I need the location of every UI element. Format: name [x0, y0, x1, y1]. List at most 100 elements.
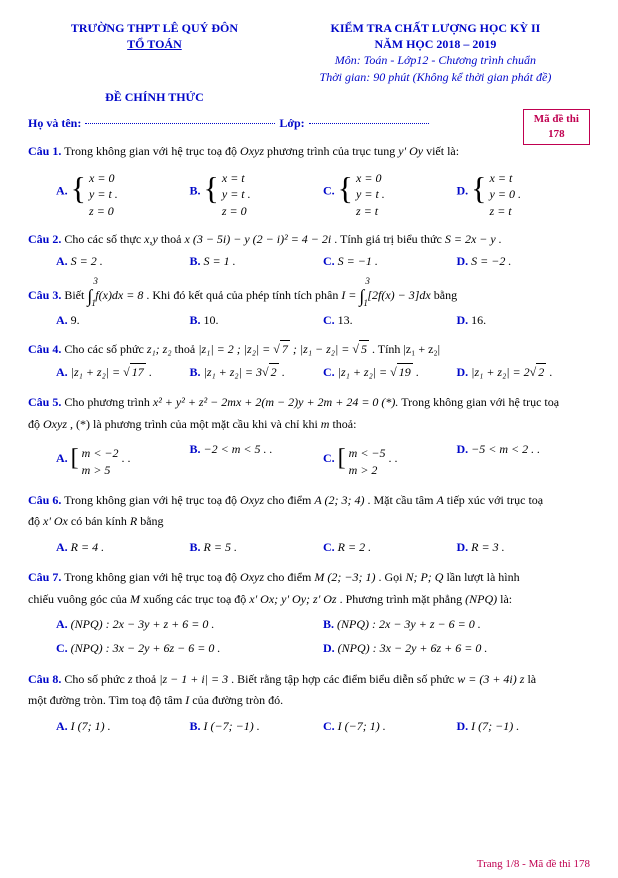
q4C-dot: .: [413, 365, 419, 379]
q8C: I (−7; 1) .: [338, 719, 386, 733]
q6-xox: x' Ox: [43, 514, 68, 528]
q5C1: m < −5: [349, 445, 386, 461]
q3-int2-lo: 1: [363, 297, 368, 309]
q7-M: M (2; −3; 1): [314, 570, 375, 584]
q1D1: x = t: [490, 170, 521, 186]
q1-text-c: viết là:: [426, 144, 459, 158]
q1C3: z = t: [356, 203, 385, 219]
q1-opt-d: D. { x = t y = 0 . z = t: [457, 165, 591, 219]
q1-options: A. { x = 0 y = t . z = 0 B. { x = t y = …: [28, 165, 590, 219]
exam-time: Thời gian: 90 phút (Không kể thời gian p…: [281, 69, 590, 85]
q4D-dot: .: [546, 365, 552, 379]
question-5: Câu 5. Cho phương trình x² + y² + z² − 2…: [28, 392, 590, 478]
brace-icon: { x = 0 y = t . z = 0: [71, 165, 118, 219]
header-left: TRƯỜNG THPT LÊ QUÝ ĐÔN TỔ TOÁN: [28, 20, 281, 85]
q4-options: A. |z₁ + z₂| = √17 . B. |z₁ + z₂| = 3√2 …: [28, 363, 590, 380]
q3-int1-hi: 3: [93, 275, 98, 287]
q7-line2c: . Phương trình mặt phẳng: [340, 592, 466, 606]
question-1: Câu 1. Trong không gian với hệ trục toạ …: [28, 143, 590, 219]
q6-line2b: có bán kính: [71, 514, 130, 528]
q2-S: S = 2x − y .: [445, 232, 502, 246]
q1D2: y = 0 .: [490, 186, 521, 202]
q1-text-b: phương trình của trục tung: [267, 144, 398, 158]
q6A: R = 4 .: [71, 540, 104, 554]
q1-oxyz: Oxyz: [240, 144, 264, 158]
q5C2: m > 2: [349, 462, 386, 478]
q1A2: y = t .: [89, 186, 118, 202]
q8A: I (7; 1) .: [71, 719, 111, 733]
class-field[interactable]: [309, 123, 429, 124]
q8-z: z: [128, 672, 133, 686]
opt-label: D.: [457, 184, 472, 198]
school-name: TRƯỜNG THPT LÊ QUÝ ĐÔN: [28, 20, 281, 36]
name-field[interactable]: [85, 123, 275, 124]
q1C1: x = 0: [356, 170, 385, 186]
q1A1: x = 0: [89, 170, 118, 186]
name-label: Họ và tên:: [28, 115, 81, 131]
q3A: 9.: [71, 313, 80, 327]
q4-e1: |z₁| = 2 ;: [198, 342, 241, 356]
page-footer: Trang 1/8 - Mã đề thi 178: [477, 857, 590, 872]
q4A-rad: 17: [130, 363, 146, 380]
q3-t1: Biết: [64, 288, 87, 302]
q5-options: A. [ m < −2 m > 5 . . B. −2 < m < 5 . . …: [28, 441, 590, 477]
q3C: 13.: [338, 313, 353, 327]
q8-line2b: của đường tròn đó.: [192, 693, 283, 707]
q4-e3-rad: 5: [359, 340, 369, 357]
q1C2: y = t .: [356, 186, 385, 202]
q2-xy: x,y: [144, 232, 158, 246]
q7-oxyz: Oxyz: [240, 570, 264, 584]
q6B: R = 5 .: [204, 540, 237, 554]
q2-mid: thoả: [161, 232, 185, 246]
q4-t3: . Tính |z₁ + z₂|: [372, 342, 440, 356]
q8-num: Câu 8.: [28, 672, 61, 686]
q6C: R = 2 .: [338, 540, 371, 554]
q7-t3: . Gọi: [378, 570, 405, 584]
q5-line2c: thoả:: [332, 417, 356, 431]
header: TRƯỜNG THPT LÊ QUÝ ĐÔN TỔ TOÁN KIỂM TRA …: [28, 20, 590, 85]
q5A1: m < −2: [82, 445, 119, 461]
exam-title: KIỂM TRA CHẤT LƯỢNG HỌC KỲ II: [281, 20, 590, 36]
q3-num: Câu 3.: [28, 288, 61, 302]
q5-m: m: [321, 417, 330, 431]
q8-t3: . Biết rằng tập hợp các điểm biểu diễn s…: [231, 672, 457, 686]
q8-line2: một đường tròn. Tìm toạ độ tâm: [28, 693, 185, 707]
opt-label: C.: [323, 184, 338, 198]
q7-options: A. (NPQ) : 2x − 3y + z + 6 = 0 . B. (NPQ…: [28, 616, 590, 656]
q7A: (NPQ) : 2x − 3y + z + 6 = 0 .: [71, 617, 215, 631]
q4-e2-pre: |z₂| =: [244, 342, 274, 356]
q7-t4: lần lượt là hình: [446, 570, 519, 584]
exam-code-box: Mã đề thi 178: [523, 109, 590, 145]
q8-I: I: [185, 693, 189, 707]
q3D: 16.: [471, 313, 486, 327]
q2A: S = 2 .: [71, 254, 103, 268]
q5-t1: Cho phương trình: [64, 395, 153, 409]
header-right: KIỂM TRA CHẤT LƯỢNG HỌC KỲ II NĂM HỌC 20…: [281, 20, 590, 85]
q3-I: I =: [341, 288, 359, 302]
q3B: 10.: [204, 313, 219, 327]
q7-line2a: chiếu vuông góc của: [28, 592, 130, 606]
q7D: (NPQ) : 3x − 2y + 6z + 6 = 0 .: [338, 641, 488, 655]
official-label: ĐỀ CHÍNH THỨC: [28, 89, 281, 105]
q2-expr: x (3 − 5i) − y (2 − i)² = 4 − 2i: [185, 232, 332, 246]
q8D: I (7; −1) .: [471, 719, 519, 733]
q4B-rad: 2: [269, 363, 279, 380]
q8-options: A. I (7; 1) . B. I (−7; −1) . C. I (−7; …: [28, 718, 590, 734]
dept-name: TỔ TOÁN: [28, 36, 281, 52]
q1-opt-c: C. { x = 0 y = t . z = t: [323, 165, 457, 219]
q5-oxyz: Oxyz ,: [43, 417, 73, 431]
q3-t2: . Khi đó kết quả của phép tính tích phân: [146, 288, 341, 302]
q4D-pre: |z₁ + z₂| = 2: [471, 365, 529, 379]
q7-t1: Trong không gian với hệ trục toạ độ: [64, 570, 240, 584]
name-row: Họ và tên: Lớp: Mã đề thi 178: [28, 115, 590, 131]
q1-num: Câu 1.: [28, 144, 61, 158]
q7-NPQ: N; P; Q: [405, 570, 443, 584]
sqrt-icon: √: [123, 364, 130, 380]
q3-int2-body: [2f(x) − 3]dx: [367, 288, 430, 302]
q2C: S = −1 .: [338, 254, 378, 268]
q6-oxyz: Oxyz: [240, 493, 264, 507]
q4-z12: z₁; z₂: [147, 342, 172, 356]
q8B: I (−7; −1) .: [204, 719, 260, 733]
q4-e3-pre: ; |z₁ − z₂| =: [293, 342, 352, 356]
q1B1: x = t: [222, 170, 251, 186]
